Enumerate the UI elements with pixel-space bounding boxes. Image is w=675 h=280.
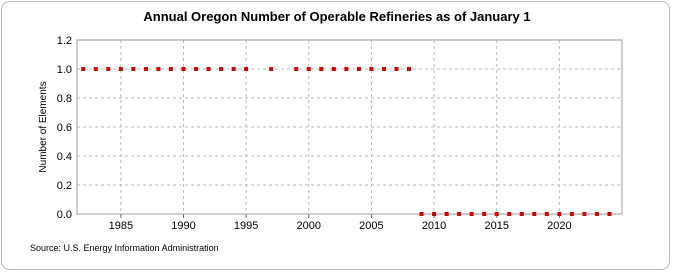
point [494, 212, 499, 216]
point [582, 212, 587, 216]
y-tick-label: 1.0 [57, 64, 72, 76]
point [194, 67, 199, 71]
y-tick-label: 0.8 [57, 93, 72, 105]
y-tick-label: 1.2 [57, 35, 72, 47]
point [532, 212, 537, 216]
point [469, 212, 474, 216]
point [444, 212, 449, 216]
x-tick-label: 2005 [359, 220, 383, 232]
point [156, 67, 161, 71]
x-tick-label: 2010 [422, 220, 446, 232]
point [544, 212, 549, 216]
point [432, 212, 437, 216]
point [394, 67, 399, 71]
point [319, 67, 324, 71]
point [131, 67, 136, 71]
point [294, 67, 299, 71]
point [81, 67, 86, 71]
point [519, 212, 524, 216]
chart-title: Annual Oregon Number of Operable Refiner… [143, 9, 530, 24]
x-tick-label: 2000 [297, 220, 321, 232]
source: Source: U.S. Energy Information Administ… [30, 243, 219, 253]
y-tick-label: 0.0 [57, 209, 72, 221]
point [594, 212, 599, 216]
point [306, 67, 311, 71]
point [269, 67, 274, 71]
point [206, 67, 211, 71]
point [244, 67, 249, 71]
y-axis-label: Number of Elements [38, 81, 49, 172]
x-tick-label: 2015 [484, 220, 508, 232]
y-tick-label: 0.2 [57, 180, 72, 192]
point [168, 67, 173, 71]
point [344, 67, 349, 71]
point [569, 212, 574, 216]
point [231, 67, 236, 71]
point [219, 67, 224, 71]
point [381, 67, 386, 71]
point [118, 67, 123, 71]
point [106, 67, 111, 71]
x-tick-label: 1990 [171, 220, 195, 232]
point [419, 212, 424, 216]
y-tick-label: 0.6 [57, 122, 72, 134]
point [407, 67, 412, 71]
point [369, 67, 374, 71]
plot-border [76, 39, 623, 215]
x-tick-label: 1985 [109, 220, 133, 232]
point [507, 212, 512, 216]
point [557, 212, 562, 216]
point [482, 212, 487, 216]
point [356, 67, 361, 71]
y-tick-label: 0.4 [57, 151, 72, 163]
point [181, 67, 186, 71]
x-tick-label: 1995 [234, 220, 258, 232]
point [331, 67, 336, 71]
point [607, 212, 612, 216]
point [143, 67, 148, 71]
point [457, 212, 462, 216]
x-tick-label: 2020 [547, 220, 571, 232]
point [93, 67, 98, 71]
